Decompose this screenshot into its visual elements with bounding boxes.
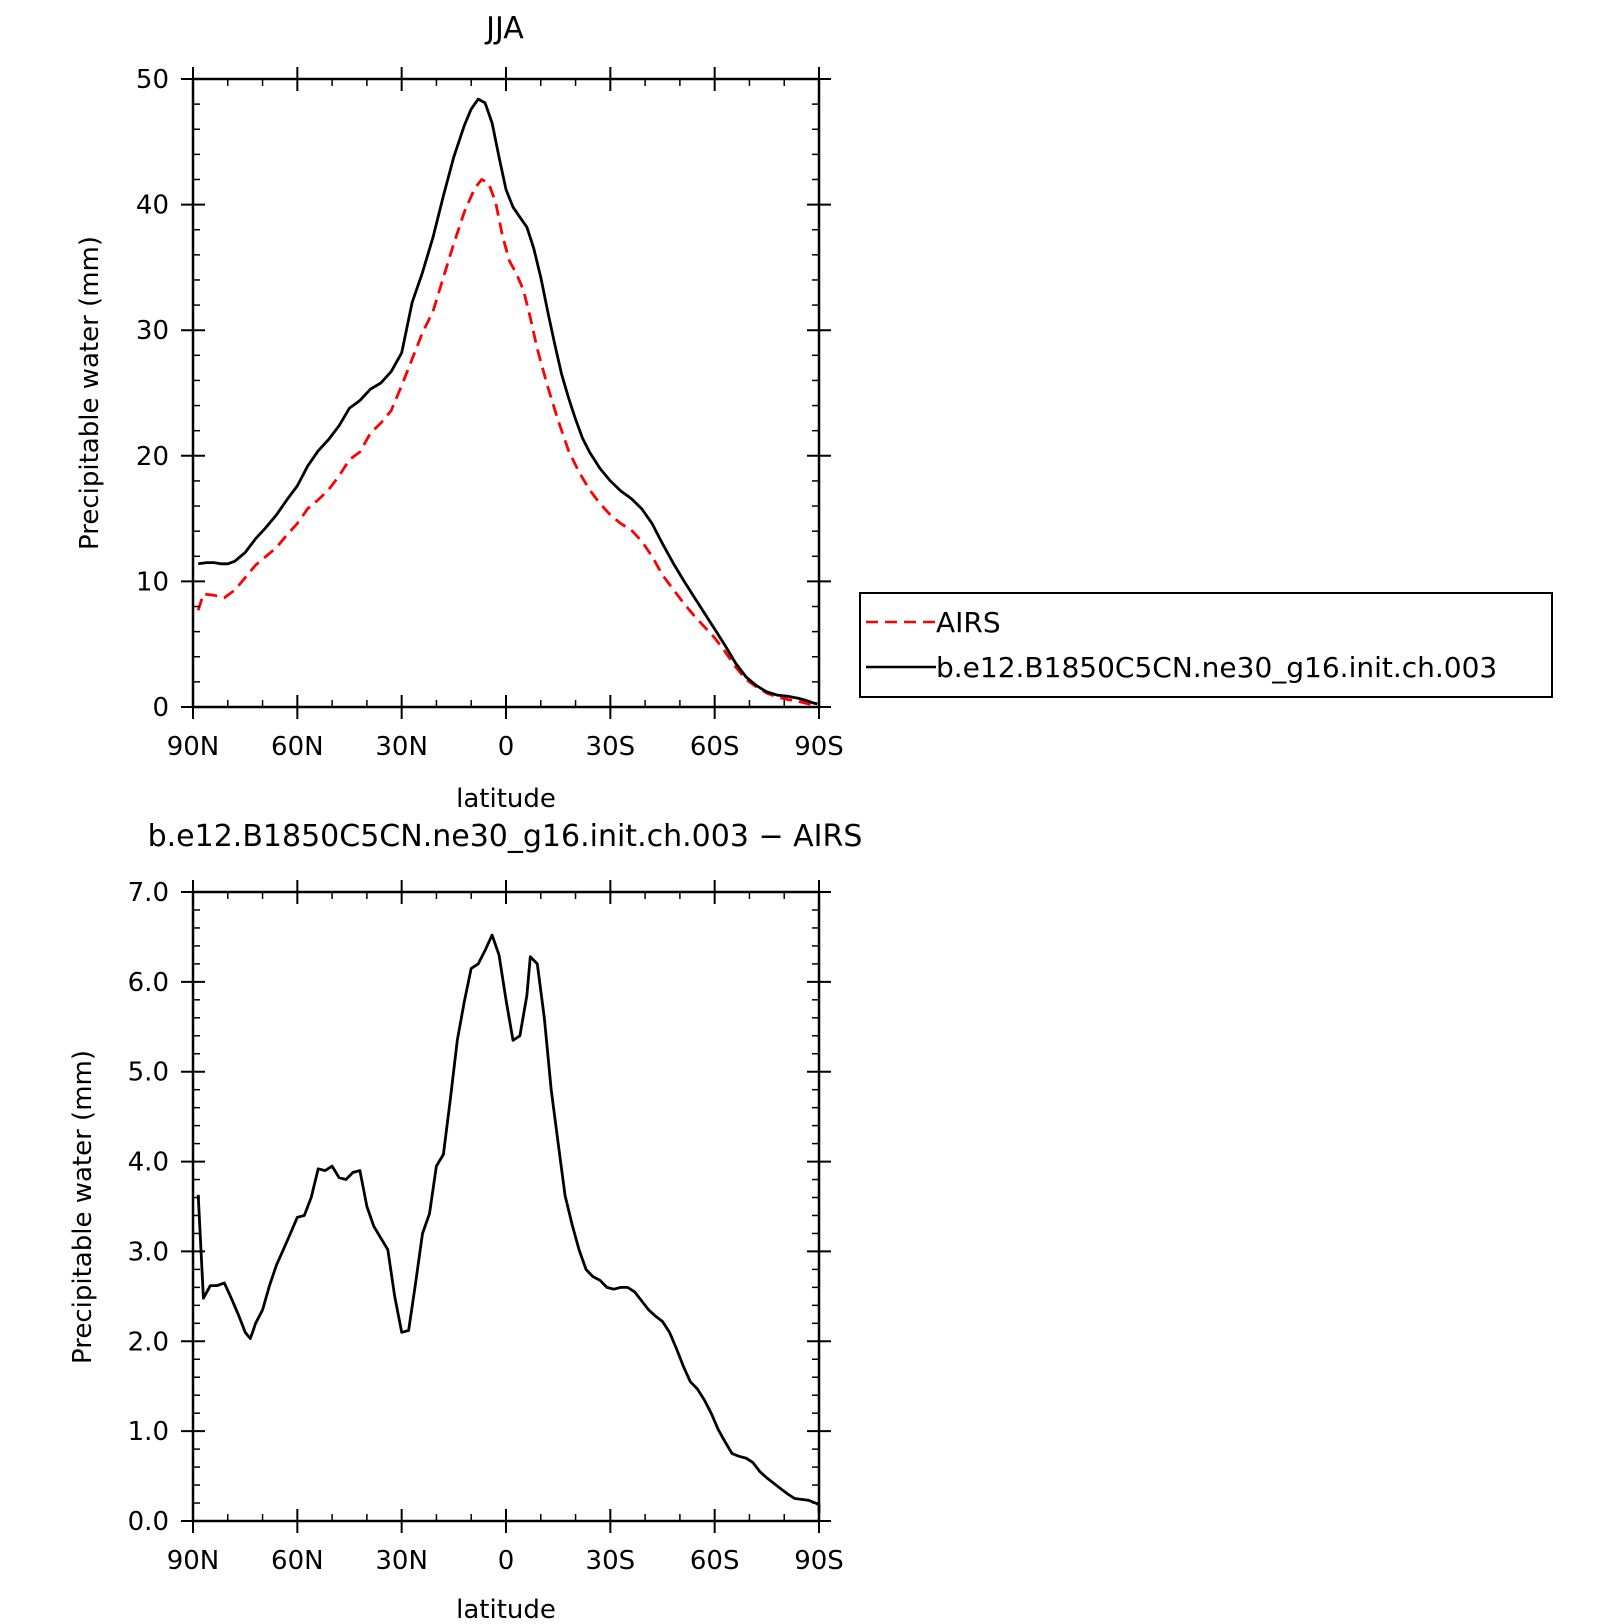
x-tick-label: 60N bbox=[271, 732, 324, 762]
x-axis: 90N 60N 30N 0 30S 60S 90S bbox=[167, 67, 844, 762]
y-axis: 0.0 1.0 2.0 3.0 4.0 5.0 6.0 7.0 bbox=[128, 878, 831, 1537]
plot-frame bbox=[191, 890, 821, 1523]
y-tick-label: 10 bbox=[136, 567, 169, 597]
x-axis: 90N 60N 30N 0 30S 60S 90S bbox=[167, 880, 844, 1576]
y-axis-label: Precipitable water (mm) bbox=[68, 1050, 98, 1364]
x-axis-label: latitude bbox=[456, 784, 556, 814]
legend: AIRS b.e12.B1850C5CN.ne30_g16.init.ch.00… bbox=[859, 592, 1553, 698]
x-tick-label: 0 bbox=[498, 1546, 515, 1576]
y-tick-label: 7.0 bbox=[128, 878, 169, 908]
y-tick-label: 50 bbox=[136, 65, 169, 95]
x-tick-label: 30S bbox=[586, 732, 636, 762]
x-tick-label: 90S bbox=[794, 1546, 844, 1576]
legend-label-airs: AIRS bbox=[936, 606, 1001, 639]
x-tick-label: 60S bbox=[690, 732, 740, 762]
panel-top: JJA 0 10 20 30 40 50 90N 60N 30N 0 30S 60S 90S lati… bbox=[75, 11, 844, 814]
x-axis-label: latitude bbox=[456, 1595, 556, 1624]
series-line-1 bbox=[198, 97, 818, 706]
y-tick-label: 5.0 bbox=[128, 1058, 169, 1088]
x-tick-label: 30N bbox=[375, 732, 428, 762]
plot-area bbox=[196, 933, 821, 1514]
x-tick-label: 30N bbox=[375, 1546, 428, 1576]
y-axis-label: Precipitable water (mm) bbox=[75, 236, 105, 550]
x-tick-label: 0 bbox=[498, 732, 515, 762]
y-tick-label: 40 bbox=[136, 191, 169, 221]
x-tick-label: 60N bbox=[271, 1546, 324, 1576]
y-tick-label: 20 bbox=[136, 442, 169, 472]
y-tick-label: 2.0 bbox=[128, 1327, 169, 1357]
chart-title: JJA bbox=[484, 11, 524, 46]
y-tick-label: 6.0 bbox=[128, 968, 169, 998]
y-tick-label: 0.0 bbox=[128, 1507, 169, 1537]
y-axis: 0 10 20 30 40 50 bbox=[136, 65, 831, 723]
x-tick-label: 90N bbox=[167, 1546, 220, 1576]
series-line-0 bbox=[196, 178, 816, 707]
x-tick-label: 90N bbox=[167, 732, 220, 762]
plot-frame bbox=[191, 77, 821, 709]
chart-title: b.e12.B1850C5CN.ne30_g16.init.ch.003 − A… bbox=[148, 819, 863, 854]
y-tick-label: 0 bbox=[152, 693, 169, 723]
y-tick-label: 30 bbox=[136, 316, 169, 346]
plot-area bbox=[196, 97, 818, 707]
x-tick-label: 30S bbox=[586, 1546, 636, 1576]
y-tick-label: 3.0 bbox=[128, 1237, 169, 1267]
y-tick-label: 1.0 bbox=[128, 1417, 169, 1447]
panel-bottom: b.e12.B1850C5CN.ne30_g16.init.ch.003 − A… bbox=[68, 819, 862, 1624]
x-tick-label: 60S bbox=[690, 1546, 740, 1576]
x-tick-label: 90S bbox=[794, 732, 844, 762]
legend-label-model: b.e12.B1850C5CN.ne30_g16.init.ch.003 bbox=[936, 651, 1497, 684]
series-line-0 bbox=[196, 933, 821, 1514]
legend-box bbox=[859, 592, 1553, 698]
y-tick-label: 4.0 bbox=[128, 1148, 169, 1178]
